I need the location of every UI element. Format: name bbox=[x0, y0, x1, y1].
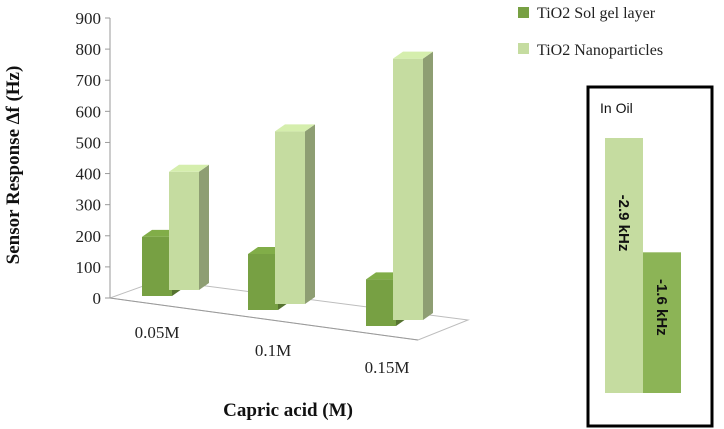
x-axis-title: Capric acid (M) bbox=[223, 400, 353, 421]
bar-top bbox=[393, 51, 433, 59]
bar-front bbox=[142, 236, 172, 296]
y-tick-label: 600 bbox=[76, 102, 102, 121]
y-tick-label: 300 bbox=[76, 196, 102, 215]
x-tick-label: 0.05M bbox=[135, 323, 180, 342]
inset-bars-group: -2.9 kHz -1.6 kHz bbox=[605, 138, 681, 393]
y-axis-title: Sensor Response ∆f (Hz) bbox=[3, 66, 24, 265]
bar-top bbox=[275, 124, 315, 132]
inset-bar-label: -2.9 kHz bbox=[615, 195, 632, 252]
x-axis-line bbox=[109, 297, 419, 341]
y-tick-label: 200 bbox=[76, 227, 102, 246]
y-tick-label: 500 bbox=[76, 133, 102, 152]
bar-top bbox=[169, 164, 209, 172]
bar-side bbox=[199, 164, 209, 290]
legend-label-sol-gel: TiO2 Sol gel layer bbox=[537, 5, 656, 22]
x-tick-label: 0.1M bbox=[255, 341, 291, 360]
bar-front bbox=[366, 279, 396, 326]
legend-swatch-sol-gel bbox=[518, 7, 529, 18]
bars-group bbox=[142, 51, 433, 326]
y-axis: 0 100 200 300 400 500 600 700 800 900 bbox=[76, 9, 111, 308]
bar-side bbox=[423, 51, 433, 321]
x-tick-label: 0.15M bbox=[365, 358, 410, 377]
inset-bar bbox=[643, 252, 681, 393]
y-tick-label: 0 bbox=[93, 289, 102, 308]
y-tick-label: 700 bbox=[76, 71, 102, 90]
y-tick-label: 800 bbox=[76, 40, 102, 59]
inset-bar bbox=[605, 138, 643, 393]
bar-side bbox=[305, 124, 315, 304]
inset-in-oil: In Oil -2.9 kHz -1.6 kHz bbox=[586, 85, 714, 428]
inset-bar-label: -1.6 kHz bbox=[653, 279, 670, 336]
inset-title: In Oil bbox=[600, 100, 633, 116]
bar-front bbox=[393, 58, 423, 321]
legend-swatch-nanoparticles bbox=[518, 43, 529, 54]
legend: TiO2 Sol gel layer TiO2 Nanoparticles bbox=[518, 5, 663, 59]
x-axis-ticks: 0.05M 0.1M 0.15M bbox=[135, 323, 410, 377]
y-tick-label: 400 bbox=[76, 165, 102, 184]
bar-front bbox=[248, 254, 278, 310]
y-tick-label: 100 bbox=[76, 258, 102, 277]
y-tick-label: 900 bbox=[76, 9, 102, 28]
bar-front bbox=[275, 131, 305, 304]
legend-label-nanoparticles: TiO2 Nanoparticles bbox=[537, 42, 663, 59]
bar-front bbox=[169, 171, 199, 290]
